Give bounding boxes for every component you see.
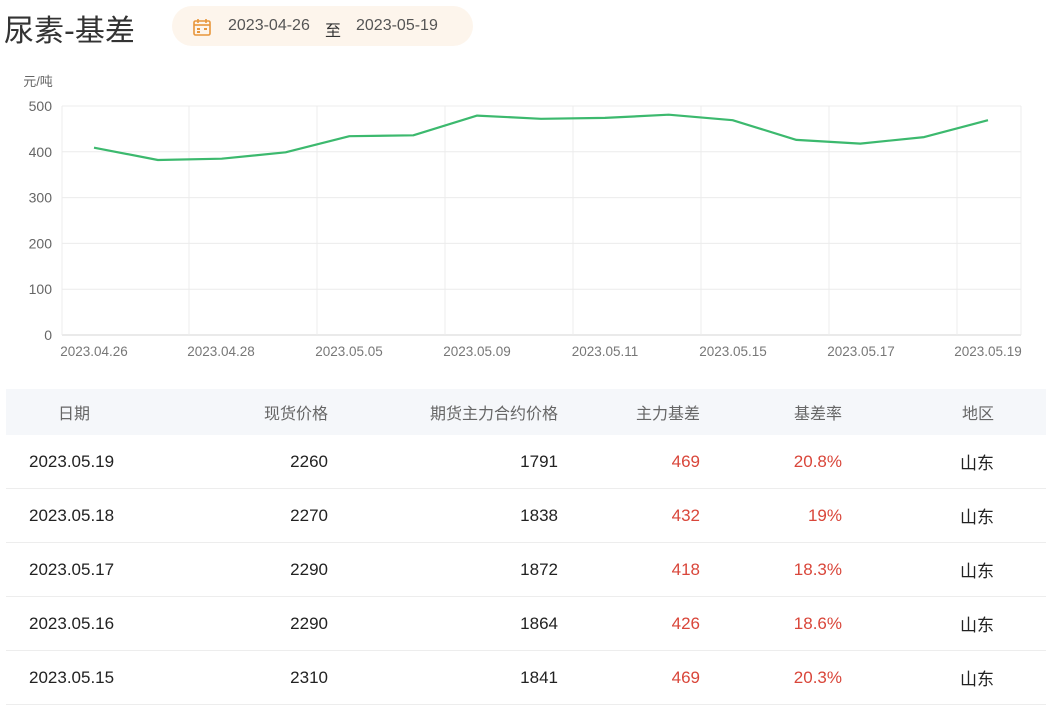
table-row: 2023.05.18 2270 1838 432 19% 山东 (6, 488, 1046, 543)
col-header-spot-price: 现货价格 (232, 389, 328, 435)
x-tick-label: 2023.05.05 (315, 344, 383, 359)
cell-basis-rate: 19% (700, 488, 842, 543)
cell-spot-price: 2310 (232, 650, 328, 705)
cell-futures-price: 1791 (328, 435, 558, 489)
cell-region: 山东 (842, 435, 1046, 489)
cell-region: 山东 (842, 650, 1046, 705)
y-tick-label: 200 (29, 235, 53, 251)
col-header-region: 地区 (842, 389, 1046, 435)
cell-basis: 469 (558, 435, 700, 489)
cell-spot-price: 2260 (232, 435, 328, 489)
calendar-icon (193, 19, 211, 36)
table-header-row: 日期 现货价格 期货主力合约价格 主力基差 基差率 地区 (6, 389, 1046, 435)
cell-region: 山东 (842, 596, 1046, 651)
cell-region: 山东 (842, 542, 1046, 597)
y-tick-label: 400 (29, 144, 53, 160)
y-tick-label: 300 (29, 190, 53, 206)
cell-basis: 418 (558, 542, 700, 597)
cell-region: 山东 (842, 488, 1046, 543)
basis-table: 日期 现货价格 期货主力合约价格 主力基差 基差率 地区 2023.05.19 … (6, 389, 1046, 705)
cell-date: 2023.05.19 (6, 435, 232, 489)
col-header-basis-rate: 基差率 (700, 389, 842, 435)
cell-basis: 432 (558, 488, 700, 543)
table-row: 2023.05.15 2310 1841 469 20.3% 山东 (6, 650, 1046, 705)
col-header-basis: 主力基差 (558, 389, 700, 435)
cell-basis-rate: 20.8% (700, 435, 842, 489)
y-tick-label: 0 (44, 327, 52, 343)
x-tick-label: 2023.05.11 (572, 344, 639, 359)
x-tick-label: 2023.05.17 (827, 344, 895, 359)
cell-date: 2023.05.18 (6, 488, 232, 543)
x-tick-label: 2023.04.28 (187, 344, 255, 359)
col-header-date: 日期 (6, 389, 232, 435)
table-row: 2023.05.17 2290 1872 418 18.3% 山东 (6, 542, 1046, 597)
cell-basis: 469 (558, 650, 700, 705)
y-axis-unit-label: 元/吨 (23, 74, 53, 89)
cell-futures-price: 1841 (328, 650, 558, 705)
cell-date: 2023.05.17 (6, 542, 232, 597)
cell-basis: 426 (558, 596, 700, 651)
cell-futures-price: 1838 (328, 488, 558, 543)
cell-futures-price: 1864 (328, 596, 558, 651)
y-tick-label: 100 (29, 281, 53, 297)
table-row: 2023.05.16 2290 1864 426 18.6% 山东 (6, 596, 1046, 651)
page-title: 尿素-基差 (4, 14, 135, 49)
date-range-picker[interactable]: 2023-04-26 至 2023-05-19 (172, 6, 473, 46)
y-tick-label: 500 (29, 98, 53, 114)
cell-date: 2023.05.15 (6, 650, 232, 705)
x-tick-label: 2023.05.09 (443, 344, 511, 359)
cell-basis-rate: 20.3% (700, 650, 842, 705)
cell-futures-price: 1872 (328, 542, 558, 597)
cell-basis-rate: 18.3% (700, 542, 842, 597)
range-separator: 至 (325, 23, 342, 40)
cell-spot-price: 2270 (232, 488, 328, 543)
x-tick-label: 2023.04.26 (60, 344, 128, 359)
col-header-futures-price: 期货主力合约价格 (328, 389, 558, 435)
x-tick-label: 2023.05.19 (954, 344, 1022, 359)
cell-spot-price: 2290 (232, 542, 328, 597)
start-date[interactable]: 2023-04-26 (228, 17, 310, 34)
end-date[interactable]: 2023-05-19 (356, 17, 438, 34)
cell-basis-rate: 18.6% (700, 596, 842, 651)
x-tick-label: 2023.05.15 (699, 344, 767, 359)
cell-date: 2023.05.16 (6, 596, 232, 651)
basis-line-chart: 元/吨 0 100 200 300 400 500 2023.04.26 2023.04.2… (23, 74, 1022, 359)
table-row: 2023.05.19 2260 1791 469 20.8% 山东 (6, 435, 1046, 489)
basis-series-line (93, 113, 989, 162)
cell-spot-price: 2290 (232, 596, 328, 651)
